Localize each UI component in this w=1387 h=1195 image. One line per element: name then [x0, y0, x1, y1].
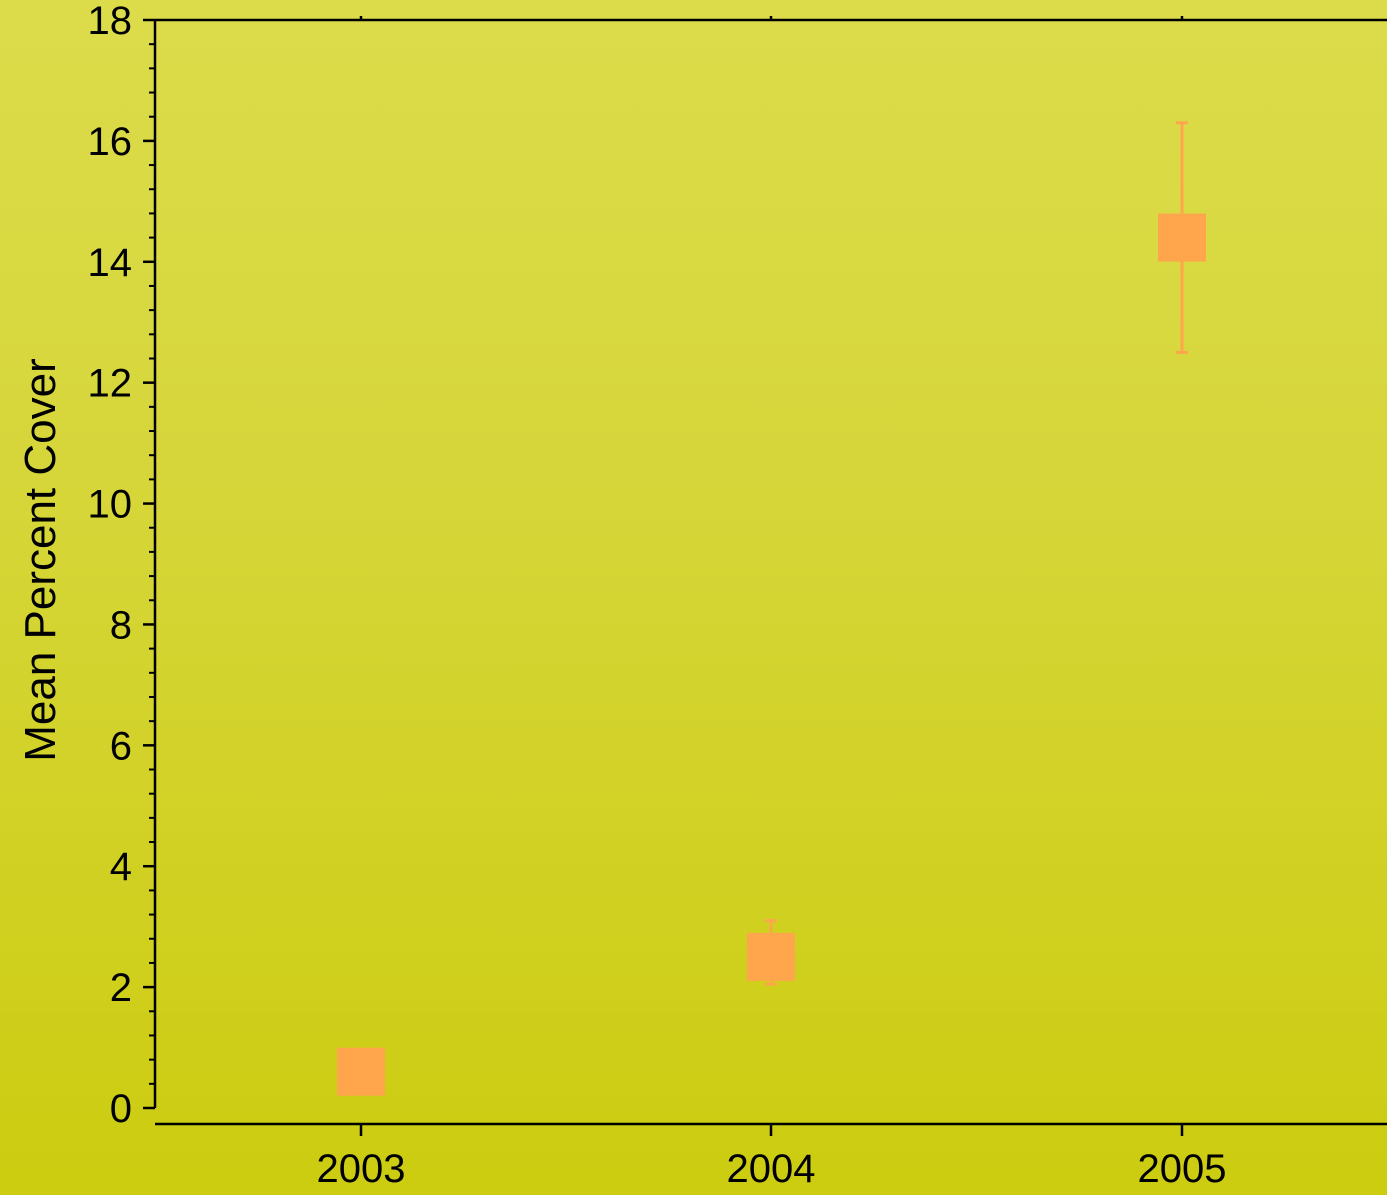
- y-tick-label: 4: [110, 845, 132, 889]
- data-point: [1158, 213, 1206, 262]
- x-tick-label: 2005: [1138, 1147, 1227, 1191]
- data-point: [337, 1047, 385, 1096]
- data-point: [747, 932, 795, 981]
- axes: 0 2 4 6 8 10 12 14 16 18 2003 2004 2005: [88, 0, 1387, 1191]
- y-tick-label: 0: [110, 1087, 132, 1131]
- y-tick-label: 14: [88, 241, 133, 285]
- y-tick-label: 10: [88, 483, 133, 527]
- y-tick-label: 6: [110, 724, 132, 768]
- y-tick-label: 2: [110, 966, 132, 1010]
- y-tick-label: 18: [88, 0, 133, 43]
- y-tick-label: 8: [110, 603, 132, 647]
- marks: [337, 121, 1206, 1096]
- x-tick-label: 2004: [727, 1147, 816, 1191]
- y-tick-label: 16: [88, 120, 133, 164]
- y-axis-title: Mean Percent Cover: [16, 358, 65, 762]
- y-tick-label: 12: [88, 362, 133, 406]
- x-tick-label: 2003: [317, 1147, 406, 1191]
